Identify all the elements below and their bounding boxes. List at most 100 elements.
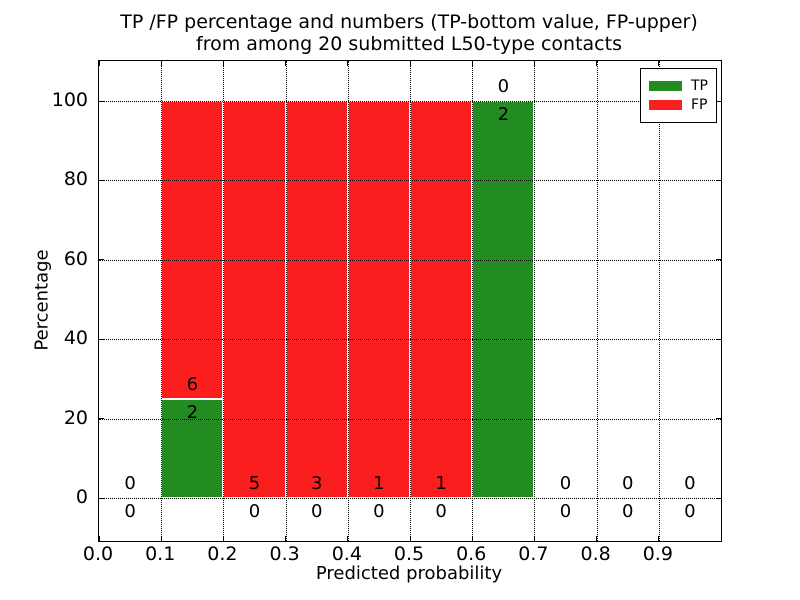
vertical-gridline [161, 61, 163, 541]
vertical-gridline [534, 61, 536, 541]
vertical-gridline [285, 61, 287, 541]
fp-count-label: 0 [621, 473, 634, 494]
vertical-gridline [347, 61, 349, 541]
x-axis-tick [533, 536, 536, 541]
x-axis-tick [222, 536, 225, 541]
horizontal-gridline [99, 339, 721, 341]
x-tick-label: 0.2 [207, 543, 238, 565]
y-axis-tick-right [716, 179, 721, 182]
y-axis-tick [99, 418, 104, 420]
x-tick-label: 0.7 [518, 543, 549, 565]
x-axis-tick [596, 536, 598, 541]
x-tick-label: 0.4 [331, 543, 362, 565]
tp-count-label: 0 [124, 501, 136, 522]
horizontal-gridline [99, 498, 721, 499]
x-axis-tick [658, 536, 660, 541]
x-tick-label: 0.9 [642, 543, 673, 565]
tp-count-label: 2 [186, 401, 199, 423]
fp-bar-segment [285, 101, 348, 498]
x-axis-tick [160, 536, 162, 541]
y-tick-label: 40 [63, 327, 88, 350]
fp-count-label: 3 [310, 473, 323, 494]
x-axis-tick-top [471, 61, 473, 66]
x-axis-tick [98, 536, 100, 541]
horizontal-gridline [99, 259, 721, 261]
fp-count-label: 1 [373, 473, 385, 494]
fp-count-label: 5 [248, 473, 261, 494]
tp-count-label: 0 [310, 501, 323, 522]
x-axis-tick [347, 536, 349, 541]
y-axis-tick-right [716, 259, 721, 261]
tp-count-label: 0 [559, 501, 572, 522]
plot-area: 0 0 6 2 5 0 3 0 1 0 1 0 0 2 0 0 0 0 0 0 TP FP [98, 60, 722, 542]
tp-count-label: 0 [435, 501, 447, 522]
x-tick-label: 0.5 [393, 543, 425, 565]
x-axis-label: Predicted probability [315, 563, 503, 584]
y-axis-tick [99, 259, 104, 261]
vertical-gridline [410, 61, 411, 541]
x-tick-label: 0.6 [456, 543, 487, 565]
y-axis-tick-right [716, 338, 721, 340]
y-tick-label: 100 [51, 89, 88, 111]
x-axis-tick-top [222, 61, 225, 66]
y-tick-label: 0 [75, 486, 88, 508]
fp-count-label: 0 [124, 473, 136, 494]
fp-count-label: 6 [186, 373, 199, 395]
legend-label: TP [691, 78, 708, 94]
x-axis-tick-top [596, 61, 598, 66]
vertical-gridline [658, 61, 660, 541]
tp-count-label: 0 [248, 501, 261, 522]
vertical-gridline [472, 61, 474, 541]
x-axis-tick-top [285, 61, 287, 66]
horizontal-gridline [99, 180, 721, 182]
x-tick-label: 0.1 [145, 543, 176, 565]
x-axis-tick-top [409, 61, 411, 66]
fp-count-label: 0 [559, 473, 572, 494]
tp-count-label: 0 [684, 501, 696, 522]
y-axis-tick-right [716, 418, 721, 420]
y-axis-tick [99, 100, 104, 102]
x-axis-tick-top [658, 61, 660, 66]
tp-legend-swatch [649, 81, 682, 91]
y-axis-tick-right [716, 100, 721, 102]
chart-title-line2: from among 20 submitted L50-type contact… [196, 33, 622, 55]
x-axis-tick-top [98, 61, 100, 66]
y-axis-tick [99, 179, 104, 182]
fp-count-label: 0 [497, 76, 510, 97]
x-tick-label: 0.0 [82, 543, 114, 565]
x-axis-tick [285, 536, 287, 541]
x-axis-tick [471, 536, 473, 541]
y-axis-label: Percentage [31, 249, 53, 351]
x-tick-label: 0.8 [580, 543, 611, 565]
x-axis-tick-top [347, 61, 349, 66]
legend: TP FP [640, 68, 717, 123]
fp-count-label: 1 [435, 473, 447, 494]
fp-bar-segment [223, 101, 286, 498]
vertical-gridline [596, 61, 598, 541]
y-axis-tick [99, 338, 104, 340]
tp-bar-segment [472, 101, 535, 498]
tp-count-label: 0 [373, 501, 385, 522]
y-axis-tick-right [716, 497, 721, 499]
horizontal-gridline [99, 418, 721, 420]
fp-count-label: 0 [684, 473, 696, 494]
legend-label: FP [691, 97, 708, 113]
y-tick-label: 80 [63, 168, 88, 191]
y-tick-label: 20 [63, 406, 88, 429]
fp-legend-swatch [649, 100, 682, 110]
x-axis-tick-top [533, 61, 536, 66]
tp-count-label: 2 [497, 104, 510, 125]
chart-title-line1: TP /FP percentage and numbers (TP-bottom… [120, 11, 698, 33]
tp-count-label: 0 [621, 501, 634, 522]
x-tick-label: 0.3 [269, 543, 300, 565]
chart-title: TP /FP percentage and numbers (TP-bottom… [98, 11, 720, 55]
legend-row: TP [649, 78, 708, 94]
legend-row: FP [649, 97, 708, 113]
vertical-gridline [223, 61, 225, 541]
y-axis-tick [99, 497, 104, 499]
fp-bar-segment [410, 101, 473, 498]
x-axis-tick [409, 536, 411, 541]
y-tick-label: 60 [63, 247, 88, 270]
fp-bar-segment [161, 101, 224, 399]
